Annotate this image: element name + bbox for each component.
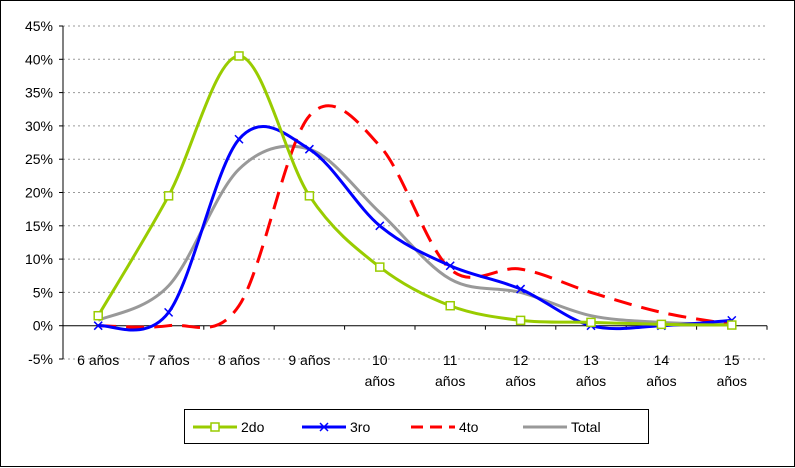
data-point-2do	[727, 320, 737, 330]
y-tick-label: 40%	[25, 51, 53, 67]
x-tick-label: 11	[443, 352, 458, 368]
x-tick-label: 9 años	[288, 352, 330, 368]
data-point-2do	[234, 51, 244, 61]
y-tick-label: 0%	[33, 318, 53, 334]
data-point-2do	[586, 317, 596, 328]
y-tick-label: 20%	[25, 185, 53, 201]
legend-label-4to: 4to	[459, 419, 479, 435]
y-tick-label: 25%	[25, 151, 53, 167]
data-point-2do	[163, 191, 174, 201]
legend-label-2do: 2do	[241, 419, 265, 435]
x-tick-label: años	[576, 373, 606, 389]
y-tick-label: 15%	[25, 218, 53, 234]
x-tick-label: 8 años	[218, 352, 260, 368]
legend-marker-2do	[210, 422, 220, 432]
y-tick-label: 10%	[25, 251, 53, 267]
series-line-3ro	[97, 125, 732, 332]
data-point-3ro	[164, 307, 174, 317]
x-tick-label: 14	[654, 352, 670, 368]
data-point-3ro	[516, 284, 526, 294]
data-point-3ro	[445, 261, 455, 271]
x-tick-label: 15	[724, 352, 740, 368]
x-tick-label: años	[365, 373, 395, 389]
series-line-2do	[96, 54, 732, 327]
legend-label-3ro: 3ro	[350, 419, 370, 435]
y-tick-label: 35%	[25, 85, 53, 101]
legend-label-total: Total	[571, 419, 601, 435]
legend-marker-3ro	[319, 422, 329, 432]
data-point-2do	[93, 310, 103, 321]
data-point-2do	[656, 319, 667, 330]
data-point-3ro	[234, 134, 244, 144]
data-point-2do	[375, 262, 385, 272]
x-tick-label: 6 años	[77, 352, 119, 368]
y-tick-label: -5%	[28, 351, 53, 367]
data-point-3ro	[93, 321, 103, 331]
series-line-4to	[98, 104, 733, 330]
y-tick-label: 45%	[25, 18, 53, 34]
data-point-2do	[515, 315, 526, 326]
x-tick-label: 10	[372, 352, 388, 368]
x-tick-label: años	[435, 373, 465, 389]
x-tick-label: 13	[583, 352, 599, 368]
data-point-2do	[445, 300, 455, 311]
y-tick-label: 5%	[33, 284, 53, 300]
data-point-3ro	[375, 221, 385, 231]
data-point-3ro	[304, 144, 314, 154]
data-point-2do	[304, 191, 315, 201]
series-line-total	[97, 144, 732, 326]
chart-legend: 2do 3ro 4to Total	[184, 409, 649, 444]
x-tick-label: años	[505, 373, 535, 389]
x-tick-label: 7 años	[148, 352, 190, 368]
y-tick-label: 30%	[25, 118, 53, 134]
x-tick-label: años	[646, 373, 676, 389]
x-tick-label: años	[717, 373, 747, 389]
x-tick-label: 12	[513, 352, 529, 368]
